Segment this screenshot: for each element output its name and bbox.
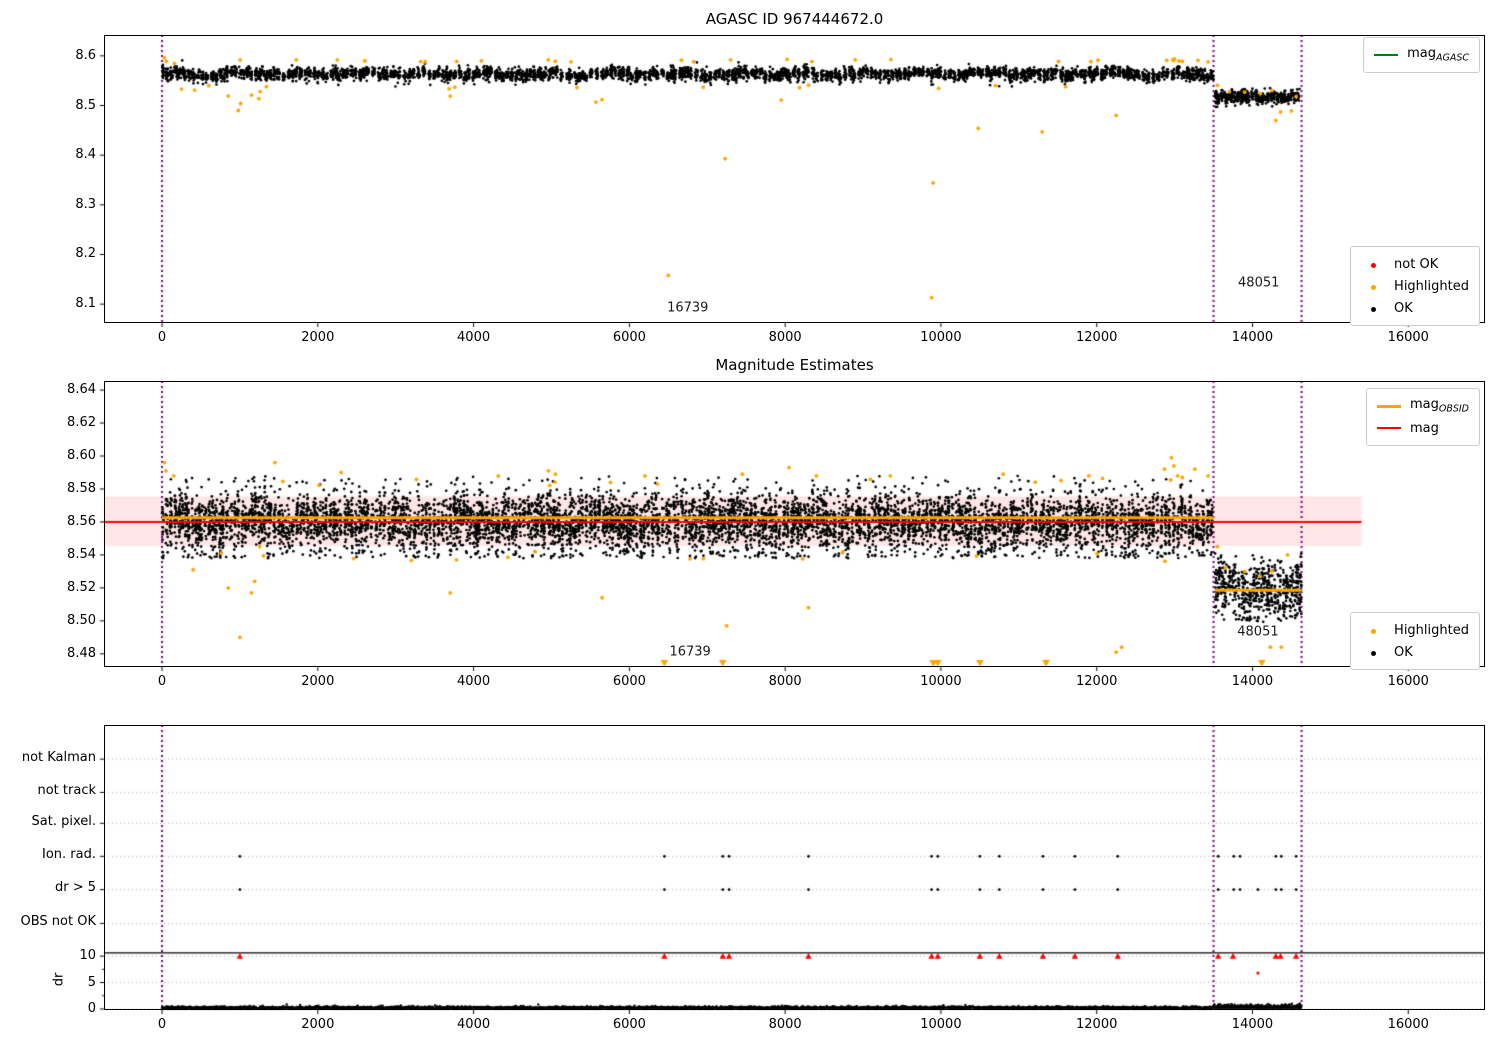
legend-mag-lines: magOBSID mag xyxy=(1365,388,1480,446)
middle-axes-frame xyxy=(104,381,1485,667)
legend-label-mag-agasc: magAGASC xyxy=(1407,46,1469,64)
obsid-annotation: 16739 xyxy=(669,644,711,660)
y-tick-label: 8.64 xyxy=(67,382,96,398)
obsid-annotation: 48051 xyxy=(1237,624,1279,640)
legend-top-markers: not OK Highlighted OK xyxy=(1350,246,1480,326)
legend-entry-mag: mag xyxy=(1376,417,1469,439)
legend-middle-markers: Highlighted OK xyxy=(1350,612,1480,670)
x-tick-label: 2000 xyxy=(301,674,335,689)
x-tick-label: 0 xyxy=(157,674,167,689)
obsid-annotation: 48051 xyxy=(1238,275,1280,291)
flag-label-not-kalman: not Kalman xyxy=(21,750,96,765)
bottom-axes-frame xyxy=(104,725,1485,1010)
y-tick-label: 8.48 xyxy=(67,645,96,661)
y-tick-label: 8.3 xyxy=(75,196,96,212)
y-tick-label: 8.60 xyxy=(67,448,96,463)
x-tick-label: 12000 xyxy=(1076,1017,1118,1032)
flag-label-sat-pixel: Sat. pixel. xyxy=(31,814,96,829)
mag-line-sample xyxy=(1376,427,1401,429)
highlighted-marker-sample xyxy=(1361,279,1385,294)
obsid-annotation: 16739 xyxy=(667,300,709,316)
x-tick-label: 2000 xyxy=(301,330,335,345)
legend-mag-agasc: magAGASC xyxy=(1363,37,1480,73)
x-tick-label: 6000 xyxy=(612,1017,646,1032)
x-tick-label: 4000 xyxy=(457,330,491,345)
flag-label-ion-rad: Ion. rad. xyxy=(42,847,96,862)
y-tick-label: 8.58 xyxy=(67,480,96,496)
y-tick-label: 8.6 xyxy=(75,47,96,63)
x-tick-label: 14000 xyxy=(1231,1017,1274,1032)
x-tick-label: 12000 xyxy=(1076,330,1118,345)
x-tick-label: 16000 xyxy=(1387,1017,1429,1032)
x-tick-label: 0 xyxy=(157,330,167,345)
y-tick-label: 8.52 xyxy=(67,579,96,595)
x-tick-label: 4000 xyxy=(457,1017,491,1032)
x-tick-label: 8000 xyxy=(768,674,802,689)
x-tick-label: 4000 xyxy=(457,674,491,689)
x-tick-label: 16000 xyxy=(1387,674,1429,689)
middle-plot-title: Magnitude Estimates xyxy=(715,356,874,374)
flag-label-not-track: not track xyxy=(37,783,96,798)
x-tick-label: 6000 xyxy=(612,674,646,689)
y-tick-label: 8.1 xyxy=(75,296,96,312)
x-tick-label: 10000 xyxy=(920,1017,962,1032)
legend-entry-mag-obsid: magOBSID xyxy=(1376,395,1469,417)
x-tick-label: 8000 xyxy=(768,1017,802,1032)
ok-marker-sample-mid xyxy=(1361,645,1385,660)
y-tick-label: 8.5 xyxy=(75,97,96,113)
x-tick-label: 0 xyxy=(157,1017,167,1032)
x-tick-label: 16000 xyxy=(1387,330,1429,345)
x-tick-label: 2000 xyxy=(301,1017,335,1032)
dr-tick-label: 0 xyxy=(87,1000,96,1016)
legend-entry-not-ok: not OK xyxy=(1361,253,1469,275)
x-tick-label: 12000 xyxy=(1076,674,1118,689)
legend-entry-highlighted: Highlighted xyxy=(1361,275,1469,297)
mag-agasc-line-sample xyxy=(1374,54,1399,56)
y-tick-label: 8.50 xyxy=(67,612,96,628)
legend-entry-ok: OK xyxy=(1361,297,1469,319)
legend-entry-mag-agasc: magAGASC xyxy=(1374,44,1469,66)
dr-tick-label: 5 xyxy=(87,974,96,990)
mag-obsid-line-sample xyxy=(1376,404,1401,408)
legend-label-mag-obsid: magOBSID xyxy=(1409,397,1469,415)
top-plot-title: AGASC ID 967444672.0 xyxy=(705,10,884,28)
y-tick-label: 8.4 xyxy=(75,147,96,163)
not-ok-marker-sample xyxy=(1361,257,1385,272)
flag-label-obs-not-ok: OBS not OK xyxy=(20,914,97,929)
y-tick-label: 8.2 xyxy=(75,246,96,262)
flag-label-dr-gt-5: dr > 5 xyxy=(54,880,96,895)
y-tick-label: 8.54 xyxy=(67,546,96,562)
legend-entry-highlighted-mid: Highlighted xyxy=(1361,619,1469,641)
x-tick-label: 14000 xyxy=(1231,674,1274,689)
y-tick-label: 8.56 xyxy=(67,513,96,529)
highlighted-marker-sample-mid xyxy=(1361,623,1385,638)
x-tick-label: 14000 xyxy=(1231,330,1274,345)
x-tick-label: 10000 xyxy=(920,674,962,689)
legend-entry-ok-mid: OK xyxy=(1361,641,1469,663)
x-tick-label: 10000 xyxy=(920,330,962,345)
dr-tick-label: 10 xyxy=(79,948,96,964)
x-tick-label: 8000 xyxy=(768,330,802,345)
ok-marker-sample xyxy=(1361,301,1385,316)
top-axes-frame xyxy=(104,35,1485,323)
x-tick-label: 6000 xyxy=(612,330,646,345)
y-tick-label: 8.62 xyxy=(67,415,96,431)
